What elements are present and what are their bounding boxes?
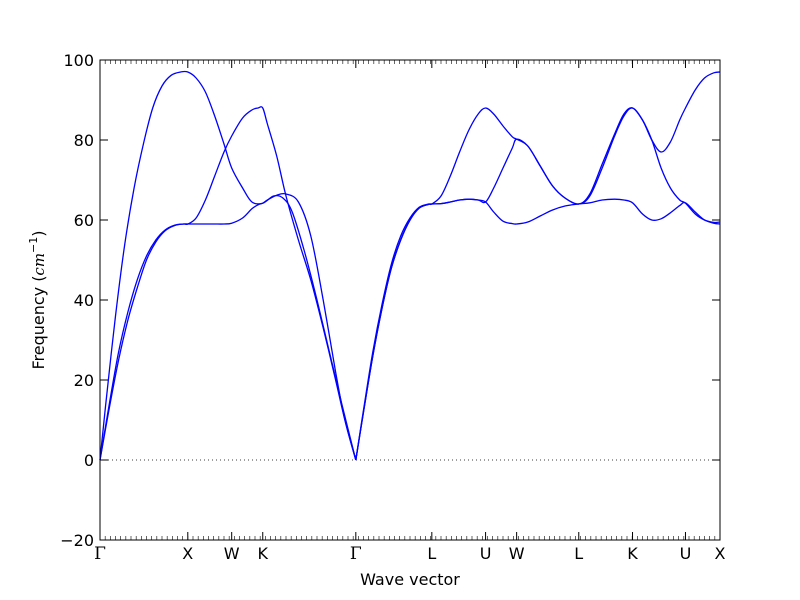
series-group [99,70,721,461]
y-tick-label: 40 [74,291,94,310]
major-ticks [99,59,721,541]
phonon-branch-4 [355,198,721,461]
x-tick-label: W [509,544,525,563]
x-tick-label: X [715,544,726,563]
y-axis-label-prefix: Frequency ( [29,276,48,370]
x-tick-label: U [480,544,492,563]
y-tick-label: 0 [84,451,94,470]
y-tick-label: −20 [60,531,94,550]
y-axis-label-suffix: ) [29,230,48,236]
plot-frame [99,59,721,541]
y-axis-label: Frequency (cm−1) [27,230,48,369]
x-axis-label: Wave vector [360,570,460,589]
y-axis-label-unit: cm [30,253,48,276]
y-tick-label: 100 [63,51,94,70]
x-tick-label: Γ [350,544,362,564]
phonon-branch-3 [99,70,357,461]
x-tick-label: K [258,544,269,563]
y-tick-label: 60 [74,211,94,230]
minor-ticks [99,60,721,540]
x-tick-label: Γ [94,544,106,564]
x-tick-label: L [574,544,583,563]
x-tick-label: L [427,544,436,563]
phonon-branch-1 [99,192,357,461]
y-tick-label: 80 [74,131,94,150]
x-tick-label: W [224,544,240,563]
y-tick-labels: −20 0 20 40 60 80 100 [60,51,94,550]
y-axis-label-unit-exponent: −1 [27,237,40,253]
x-tick-label: X [182,544,193,563]
phonon-branch-5 [355,107,721,461]
x-tick-label: K [627,544,638,563]
y-tick-label: 20 [74,371,94,390]
phonon-branch-2 [99,106,357,461]
phonon-branch-6 [355,71,721,461]
x-tick-label: U [680,544,692,563]
